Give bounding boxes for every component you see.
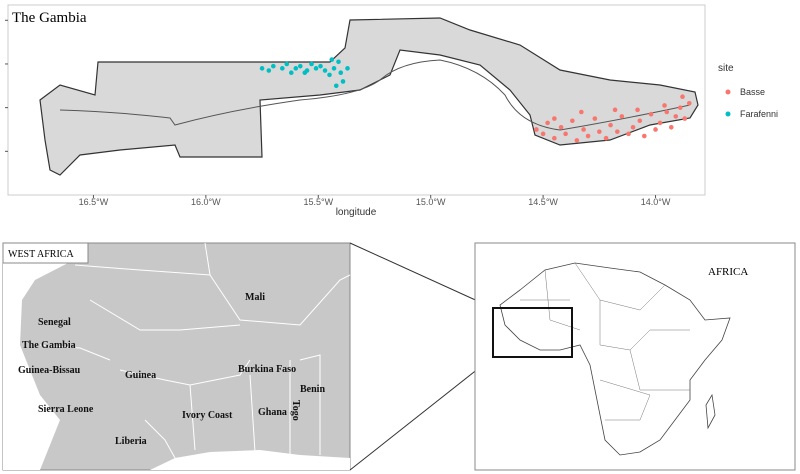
site-point bbox=[612, 107, 618, 113]
x-tick-label: 14.0°W bbox=[641, 197, 671, 207]
site-point bbox=[313, 66, 319, 71]
site-point bbox=[635, 107, 640, 113]
site-point bbox=[340, 79, 346, 84]
country-label: Burkina Faso bbox=[238, 364, 296, 375]
site-point bbox=[615, 129, 620, 134]
x-tick-label: 15.5°W bbox=[303, 197, 333, 207]
map-title: The Gambia bbox=[12, 10, 87, 26]
ocean bbox=[3, 243, 350, 470]
africa-title: AFRICA bbox=[708, 266, 748, 278]
country-label: Senegal bbox=[38, 317, 71, 328]
site-point bbox=[552, 135, 557, 141]
site-point bbox=[648, 111, 654, 117]
africa-borders bbox=[520, 262, 690, 421]
borders bbox=[39, 242, 351, 459]
country-label: Mali bbox=[245, 292, 265, 303]
gambia-shape bbox=[39, 17, 699, 176]
site-point bbox=[686, 100, 692, 106]
site-point bbox=[259, 66, 265, 71]
site-point bbox=[309, 61, 314, 67]
site-point bbox=[581, 127, 586, 132]
site-point bbox=[673, 114, 679, 119]
legend-title: site bbox=[718, 63, 734, 74]
site-point bbox=[592, 116, 598, 121]
africa-outline bbox=[499, 262, 731, 456]
legend: site Basse Farafenni bbox=[718, 63, 778, 119]
country-label: Liberia bbox=[115, 436, 147, 447]
legend-label: Basse bbox=[740, 87, 765, 97]
site-point bbox=[630, 124, 636, 130]
country-label: Ivory Coast bbox=[182, 410, 233, 421]
west-africa-panel bbox=[2, 242, 351, 471]
river bbox=[59, 59, 691, 131]
legend-marker bbox=[725, 89, 731, 95]
site-point bbox=[338, 70, 344, 76]
site-point bbox=[677, 105, 683, 110]
site-point bbox=[297, 63, 303, 69]
country-label: Guinea-Bissau bbox=[18, 365, 81, 376]
site-point bbox=[293, 66, 299, 71]
site-point bbox=[327, 72, 332, 78]
site-point bbox=[574, 138, 580, 143]
x-tick-label: 16.5°W bbox=[79, 197, 109, 207]
site-point bbox=[637, 118, 643, 124]
site-point bbox=[333, 83, 339, 89]
country-label: Benin bbox=[300, 384, 325, 395]
site-point bbox=[662, 103, 667, 108]
inset-title: WEST AFRICA bbox=[8, 249, 74, 260]
site-point bbox=[552, 116, 557, 121]
site-point bbox=[680, 94, 685, 100]
site-point bbox=[653, 127, 658, 132]
site-point bbox=[563, 131, 568, 137]
country-label: Ghana bbox=[258, 407, 287, 418]
x-tick-label: 15.0°W bbox=[416, 197, 446, 207]
site-point bbox=[597, 129, 602, 134]
site-point bbox=[579, 109, 584, 115]
connector bbox=[349, 356, 494, 471]
madagascar bbox=[705, 393, 716, 430]
site-point bbox=[558, 124, 564, 130]
connector bbox=[349, 242, 494, 309]
country-label: Togo bbox=[290, 400, 301, 421]
site-point bbox=[302, 70, 308, 76]
site-point bbox=[668, 124, 674, 130]
site-point bbox=[641, 133, 647, 139]
site-point bbox=[657, 120, 663, 126]
site-point bbox=[585, 133, 591, 139]
inset-title-box bbox=[2, 242, 89, 264]
country-label: Sierra Leone bbox=[38, 404, 94, 415]
site-point bbox=[322, 68, 328, 73]
site-point bbox=[336, 59, 341, 65]
site-point bbox=[266, 68, 272, 73]
site-point bbox=[345, 66, 350, 71]
x-tick-label: 16.0°W bbox=[191, 197, 221, 207]
site-point bbox=[608, 122, 613, 128]
site-point bbox=[284, 61, 290, 67]
country-label: Guinea bbox=[125, 370, 156, 381]
site-point bbox=[570, 118, 575, 124]
site-point bbox=[534, 127, 539, 132]
site-point bbox=[603, 135, 609, 141]
site-point bbox=[682, 116, 688, 121]
inset-box bbox=[492, 307, 573, 358]
site-point bbox=[271, 63, 276, 69]
site-point bbox=[664, 109, 670, 115]
site-point bbox=[626, 131, 631, 137]
site-point bbox=[318, 63, 323, 69]
site-point bbox=[331, 66, 337, 71]
x-tick-label: 14.5°W bbox=[528, 197, 558, 207]
country-label: The Gambia bbox=[22, 340, 76, 351]
site-point bbox=[540, 131, 546, 137]
site-point bbox=[329, 57, 335, 62]
legend-marker bbox=[725, 111, 731, 117]
x-axis-label: longitude bbox=[336, 207, 377, 218]
site-point bbox=[619, 114, 625, 119]
site-point bbox=[288, 70, 294, 76]
site-point bbox=[280, 66, 285, 71]
site-point bbox=[545, 120, 550, 126]
legend-label: Farafenni bbox=[740, 109, 778, 119]
